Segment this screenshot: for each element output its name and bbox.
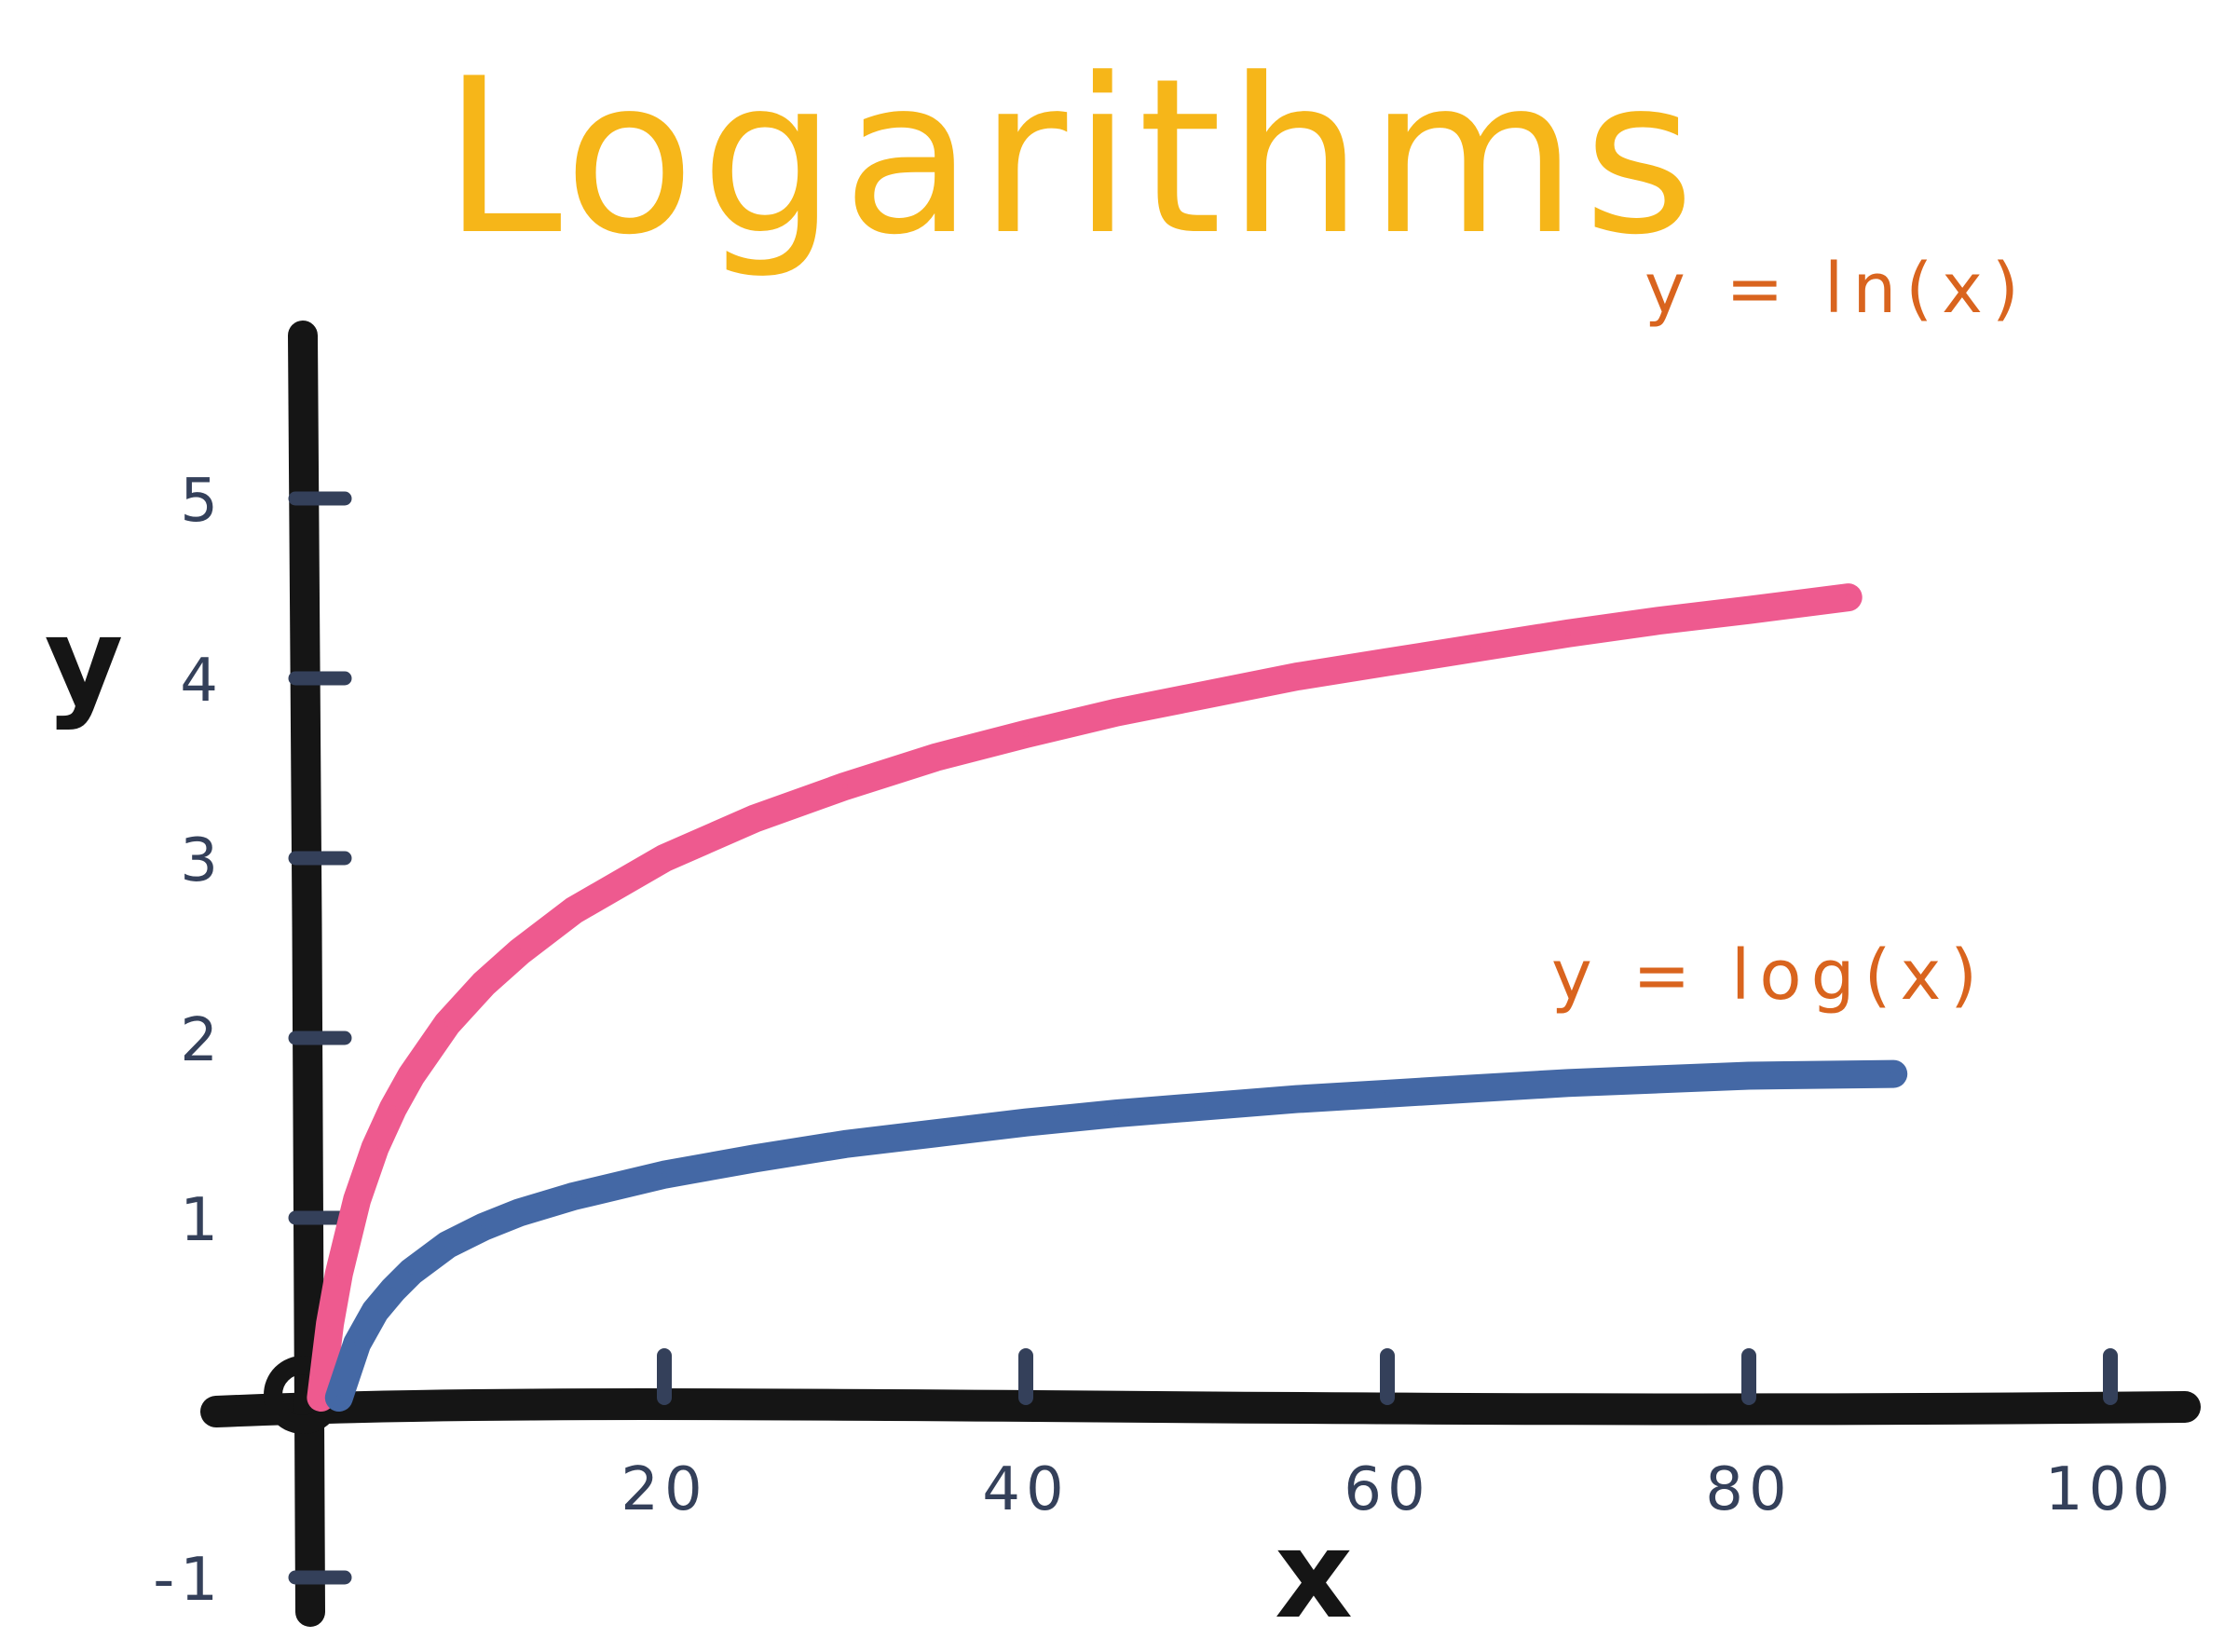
series-label-log: y = log(x) xyxy=(1551,935,1986,1016)
series-ln-point xyxy=(1475,645,1481,651)
y-tick-label: -1 xyxy=(153,1546,224,1615)
series-log-point xyxy=(481,1223,486,1230)
y-ticks: -1 1 2 3 4 5 xyxy=(153,467,352,1615)
x-tick-label: 20 xyxy=(621,1455,707,1524)
series-ln-point xyxy=(481,981,486,988)
series-ln-point xyxy=(571,908,577,913)
series-log-point xyxy=(1113,1111,1119,1117)
y-tick-label: 4 xyxy=(180,647,224,716)
series-log-point xyxy=(516,1209,523,1216)
series-label-ln: y = ln(x) xyxy=(1644,249,2028,329)
series-log-point xyxy=(372,1308,378,1315)
series-log-point xyxy=(1023,1119,1029,1126)
series-ln-point xyxy=(354,1196,361,1203)
y-tick-label: 1 xyxy=(180,1186,224,1255)
x-axis xyxy=(200,1387,2201,1427)
series-lines xyxy=(307,583,1908,1412)
series-log-point xyxy=(662,1171,667,1178)
series-ln-point xyxy=(933,754,938,760)
series-log-point xyxy=(390,1287,396,1293)
series-log-point xyxy=(752,1155,757,1162)
series-ln-point xyxy=(335,1270,342,1277)
y-tick-label: 3 xyxy=(180,826,224,895)
x-tick-label: 100 xyxy=(2045,1455,2176,1524)
series-log-point xyxy=(335,1395,342,1400)
series-log-point xyxy=(408,1268,415,1275)
series-ln-point xyxy=(318,1395,324,1400)
series-ln-point xyxy=(1294,674,1300,680)
series-log-point xyxy=(842,1140,848,1147)
series-log-point xyxy=(571,1193,577,1199)
series-log-point xyxy=(933,1130,938,1137)
series-ln-point xyxy=(1656,618,1661,624)
series-ln-point xyxy=(1565,630,1571,636)
series-ln-point xyxy=(1385,659,1390,665)
y-axis-label: y xyxy=(45,591,124,732)
series-ln-point xyxy=(1204,691,1209,698)
x-tick-label: 80 xyxy=(1705,1455,1792,1524)
y-tick-label: 5 xyxy=(180,467,224,536)
x-tick-label: 40 xyxy=(982,1455,1069,1524)
series-log-point xyxy=(1294,1096,1300,1102)
series-log-point xyxy=(354,1341,361,1347)
series-log-point xyxy=(1890,1071,1897,1077)
series-log-point xyxy=(1204,1103,1209,1110)
series-ln-point xyxy=(752,815,757,822)
series-ln-point xyxy=(408,1072,415,1079)
x-tick-label: 60 xyxy=(1344,1455,1430,1524)
series-log-point xyxy=(1746,1072,1752,1079)
series-ln-point xyxy=(842,783,848,789)
series-ln-point xyxy=(1746,607,1752,613)
series-ln-point xyxy=(444,1020,451,1027)
series-log-point xyxy=(1475,1085,1481,1091)
y-tick-label: 2 xyxy=(180,1006,224,1075)
series-log-point xyxy=(1656,1076,1661,1083)
chart-title: Logarithms xyxy=(443,34,1700,282)
series-ln-point xyxy=(390,1105,396,1112)
series-ln-point xyxy=(1845,594,1851,601)
series-ln-point xyxy=(1113,709,1119,716)
series-ln-point xyxy=(372,1144,378,1151)
series-ln-point xyxy=(1023,730,1029,737)
series-log-point xyxy=(444,1242,451,1248)
series-log-line xyxy=(324,1059,1908,1412)
series-ln-point xyxy=(327,1320,334,1327)
series-log-point xyxy=(1565,1080,1571,1086)
series-ln-point xyxy=(516,949,523,955)
x-ticks: 20 40 60 80 100 xyxy=(621,1348,2176,1524)
series-ln-point xyxy=(662,855,667,861)
series-log-point xyxy=(1385,1090,1390,1097)
x-axis-label: x xyxy=(1275,1504,1353,1645)
